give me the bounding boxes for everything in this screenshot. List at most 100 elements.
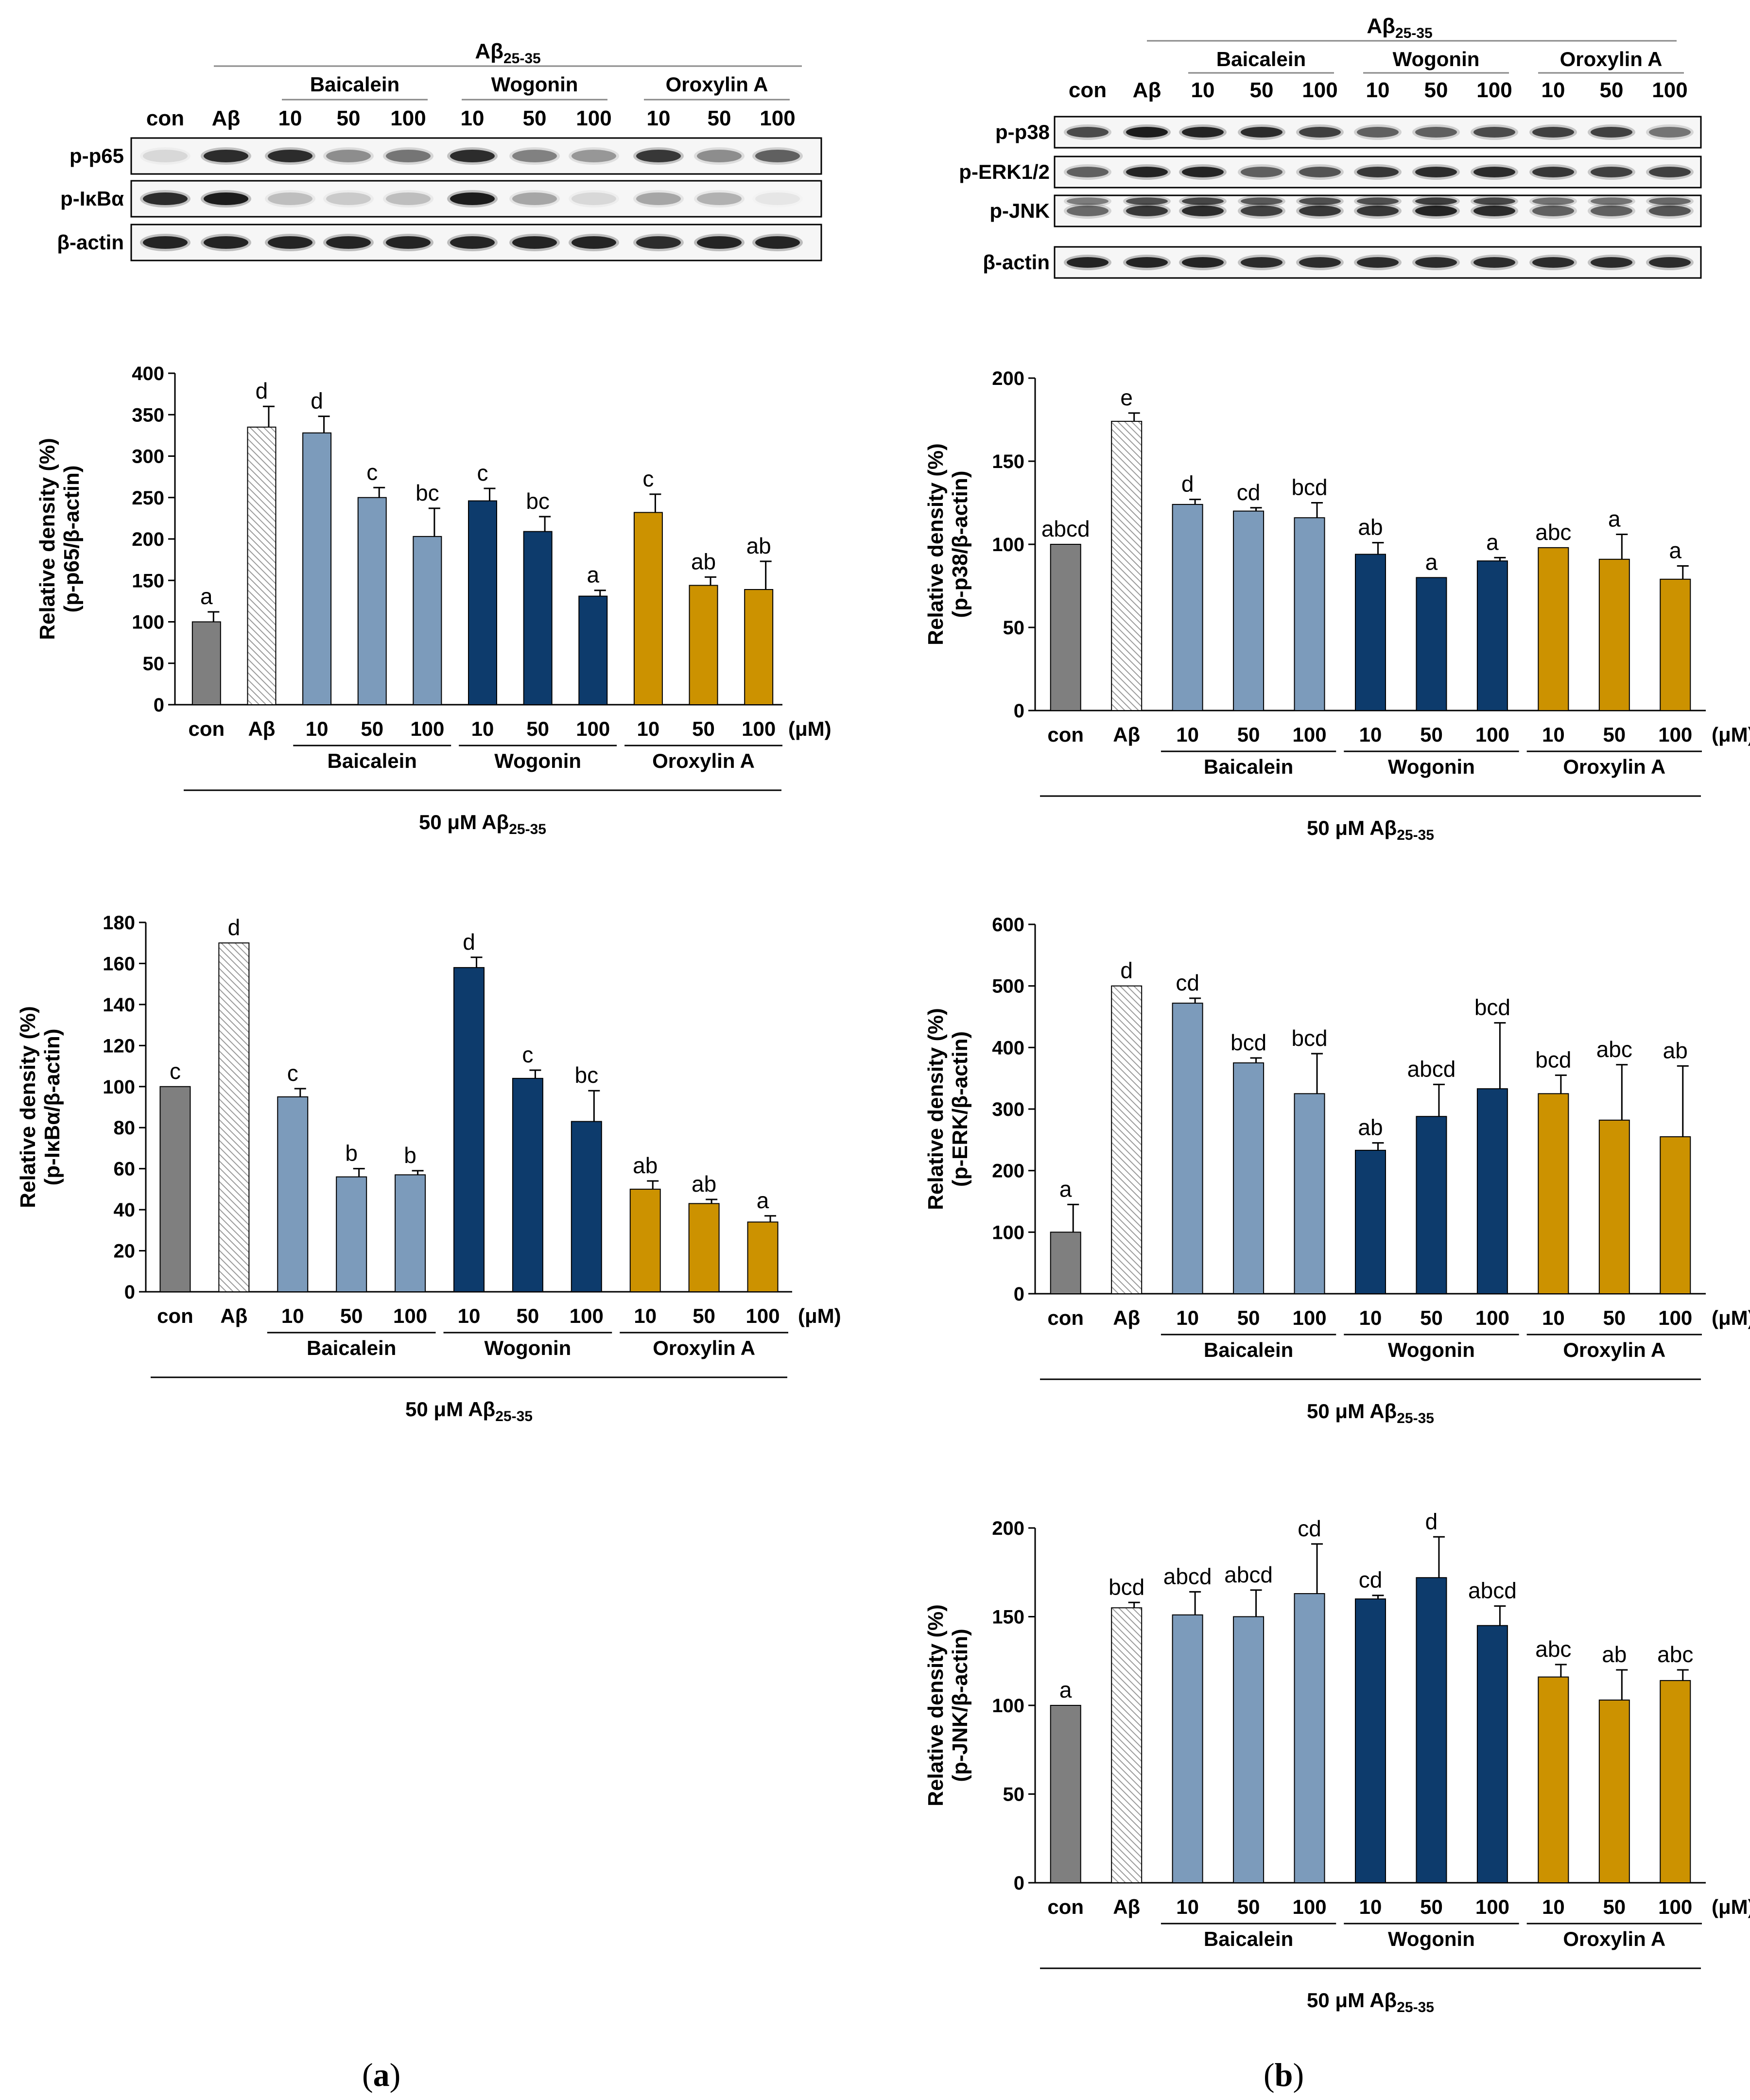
blot-band xyxy=(1179,203,1227,219)
bar xyxy=(1538,1093,1569,1294)
x-tick-label: 50 xyxy=(1420,1895,1443,1918)
blot-band xyxy=(1588,124,1635,140)
x-tick-label: 50 xyxy=(517,1304,539,1327)
blot-header: Aβ25-35 xyxy=(475,39,540,67)
significance-letter: a xyxy=(200,584,213,609)
blot-band xyxy=(143,150,188,162)
y-tick-label: 0 xyxy=(1014,1284,1024,1305)
blot-row-label: β-actin xyxy=(983,251,1050,274)
group-label: Wogonin xyxy=(1388,1927,1475,1950)
group-label: Oroxylin A xyxy=(652,749,755,772)
blot-band xyxy=(1354,195,1402,208)
bar xyxy=(357,497,387,705)
y-tick-label: 60 xyxy=(114,1159,136,1180)
bar xyxy=(1172,1614,1203,1884)
lane-label: 100 xyxy=(1302,78,1337,102)
bar xyxy=(1294,517,1325,711)
bar xyxy=(453,967,485,1292)
bar xyxy=(1660,578,1691,711)
lane-label: 100 xyxy=(576,106,611,130)
blot-band xyxy=(447,147,498,165)
lane-label: 50 xyxy=(1600,78,1624,102)
y-tick-label: 0 xyxy=(124,1282,135,1303)
blot-band xyxy=(1296,255,1344,270)
blot-band xyxy=(1238,203,1285,219)
x-tick-label: 10 xyxy=(1542,1306,1565,1329)
y-tick-label: 400 xyxy=(992,1037,1024,1059)
y-axis-label: Relative density (%) xyxy=(16,1006,40,1208)
blot-band xyxy=(1354,164,1402,180)
bar xyxy=(1233,1062,1265,1294)
significance-letter: ab xyxy=(691,549,716,574)
y-tick-label: 150 xyxy=(992,451,1024,472)
treatment-label: 50 μM Aβ25-35 xyxy=(405,1398,533,1424)
y-axis-label: Relative density (%) xyxy=(924,1604,948,1806)
significance-letter: ab xyxy=(1602,1642,1627,1667)
bar xyxy=(1294,1593,1325,1884)
x-tick-label: 100 xyxy=(1293,723,1327,746)
y-axis-label-sub: (p-p65/β-actin) xyxy=(60,465,84,612)
blot-band xyxy=(1412,203,1460,219)
y-tick-label: 400 xyxy=(132,363,164,384)
bar xyxy=(302,432,332,705)
bar xyxy=(1476,1088,1508,1294)
treatment-label: 50 μM Aβ25-35 xyxy=(1307,1989,1434,2015)
lane-label: 10 xyxy=(461,106,485,130)
blot-band xyxy=(509,234,560,251)
blot-band xyxy=(1588,255,1635,270)
blot-band xyxy=(633,234,684,251)
significance-letter: d xyxy=(1425,1509,1438,1534)
significance-letter: a xyxy=(1059,1677,1072,1702)
y-tick-label: 200 xyxy=(992,1518,1024,1539)
significance-letter: abc xyxy=(1535,520,1571,545)
blot-band xyxy=(633,147,684,165)
blot-band xyxy=(633,190,684,208)
significance-letter: cd xyxy=(1237,480,1261,505)
significance-letter: a xyxy=(587,562,599,588)
blot-band xyxy=(694,190,745,208)
blot-band xyxy=(1412,195,1460,208)
x-tick-label: con xyxy=(1047,1895,1084,1918)
significance-letter: d xyxy=(463,929,475,955)
y-tick-label: 100 xyxy=(992,534,1024,555)
blot-band xyxy=(569,147,619,165)
significance-letter: a xyxy=(1059,1176,1072,1201)
x-tick-label: con xyxy=(1047,723,1084,746)
blot-band xyxy=(694,234,745,251)
x-tick-label: 10 xyxy=(1176,1306,1199,1329)
x-tick-label: 100 xyxy=(742,717,776,740)
bar xyxy=(159,1086,191,1292)
blot-band xyxy=(323,147,374,165)
blot-band xyxy=(1588,203,1635,219)
significance-letter: abcd xyxy=(1407,1056,1456,1081)
significance-letter: bcd xyxy=(1535,1047,1571,1072)
y-axis-label-sub: (p-JNK/β-actin) xyxy=(948,1629,972,1782)
y-tick-label: 500 xyxy=(992,976,1024,997)
blot-band xyxy=(447,234,498,251)
blot-band xyxy=(1296,195,1344,208)
significance-letter: cd xyxy=(1359,1567,1383,1593)
blot-group-label: Baicalein xyxy=(1216,48,1306,70)
significance-letter: c xyxy=(642,466,654,491)
blot-band xyxy=(1529,195,1577,208)
blot-band xyxy=(1354,255,1402,270)
y-axis-label-sub: (p-IκBα/β-actin) xyxy=(40,1029,64,1186)
bar xyxy=(1355,554,1386,711)
bar xyxy=(747,1221,779,1293)
x-tick-label: 10 xyxy=(1176,1895,1199,1918)
y-tick-label: 160 xyxy=(103,953,135,974)
bar xyxy=(1233,1616,1265,1883)
x-tick-label: con xyxy=(188,717,225,740)
blot-band xyxy=(1529,203,1577,219)
y-tick-label: 300 xyxy=(992,1099,1024,1120)
y-tick-label: 120 xyxy=(103,1035,135,1057)
blot-band xyxy=(1471,164,1518,180)
blot-group-label: Oroxylin A xyxy=(1560,48,1663,70)
x-tick-label: 100 xyxy=(1658,1895,1692,1918)
bar xyxy=(1233,510,1265,711)
blot-band xyxy=(1064,255,1111,270)
bar xyxy=(247,426,277,705)
blot-band xyxy=(1588,164,1635,180)
blot-band xyxy=(1296,203,1344,219)
significance-letter: bcd xyxy=(1109,1574,1144,1599)
